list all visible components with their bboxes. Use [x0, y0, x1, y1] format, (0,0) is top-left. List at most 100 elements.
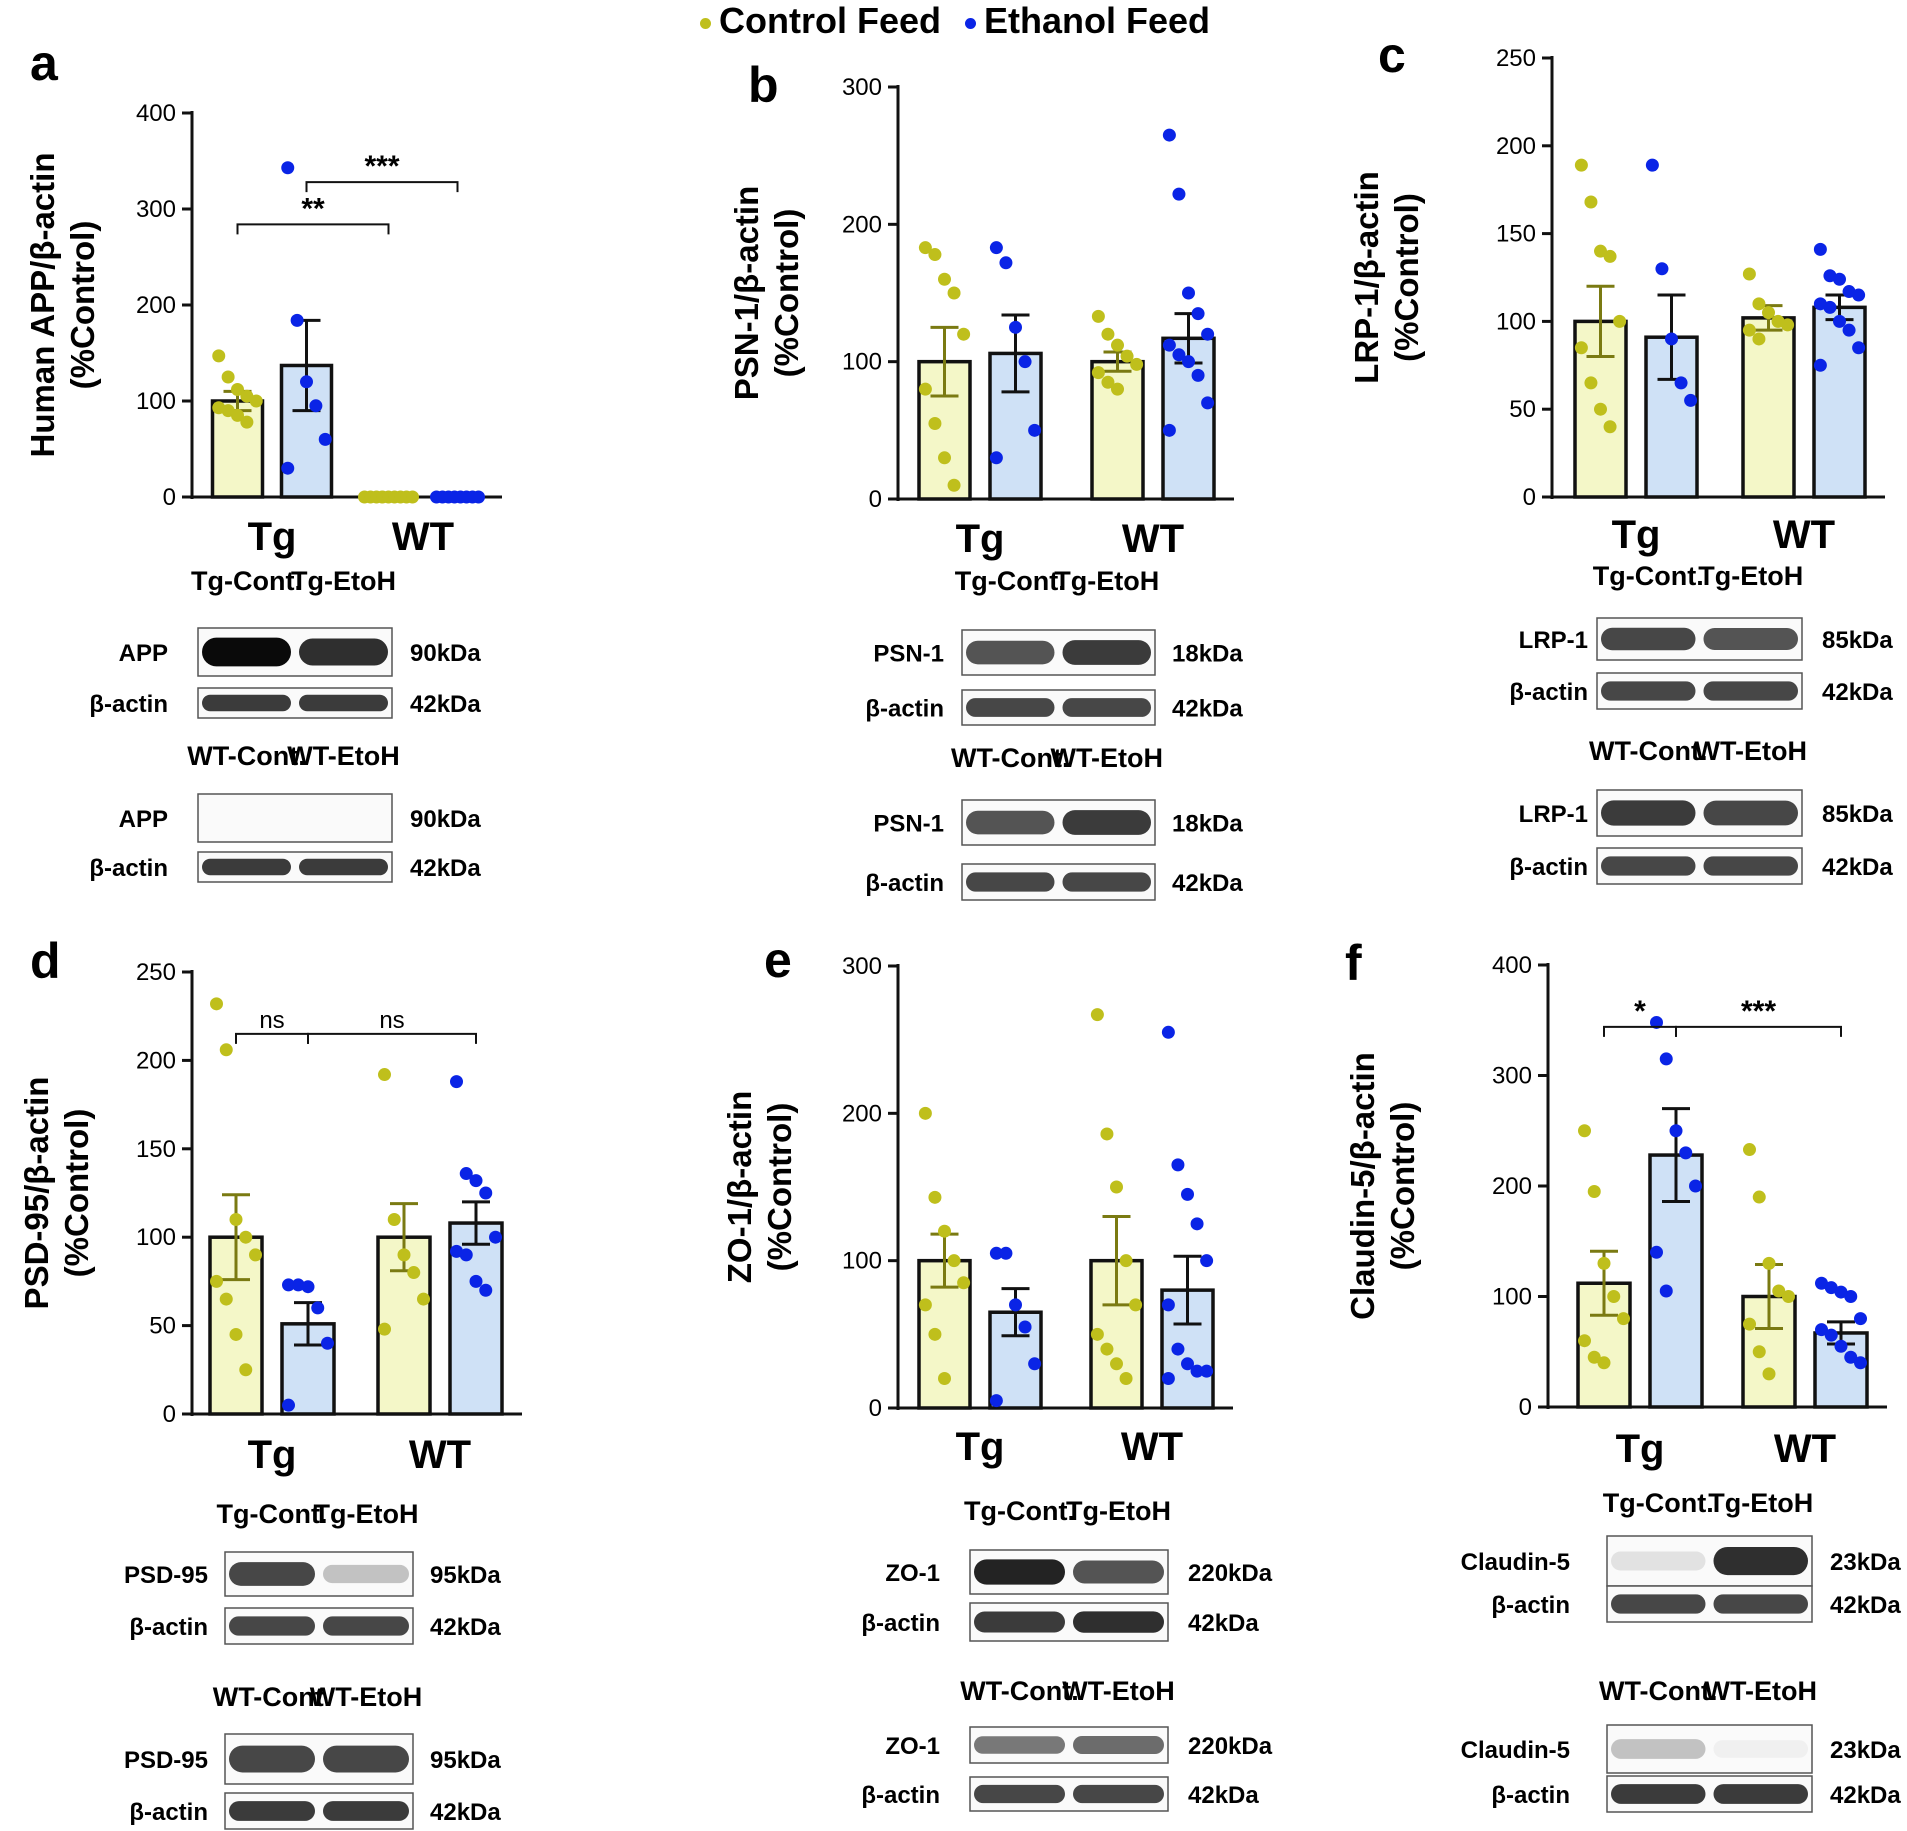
panel-e-blot-1-row-1-kda: 42kDa: [1188, 1782, 1259, 1809]
panel-b-point-WT-0-6: [1101, 375, 1115, 389]
panel-c-blot-1-row-1-band-0: [1601, 856, 1696, 876]
panel-d-point-Tg-0-6: [219, 1292, 233, 1306]
panel-b-point-WT-0-5: [1091, 366, 1105, 380]
panel-c-ylabel-line1: LRP-1/β-actin: [1348, 171, 1385, 384]
panel-c-point-Tg-1-4: [1684, 393, 1698, 407]
panel-a-blot-1-row-1-kda: 42kDa: [410, 855, 481, 882]
panel-f-point-Tg-0-1: [1587, 1185, 1601, 1199]
panel-b-point-WT-1-2: [1182, 286, 1195, 300]
panel-d-point-WT-0-4: [417, 1292, 430, 1306]
panel-d-point-Tg-1-5: [282, 1398, 295, 1412]
panel-a-blot-1-row-0-frame: [197, 793, 393, 843]
legend-label-ethanol: Ethanol Feed: [984, 0, 1211, 41]
panel-d-blot-1-row-0-band-0: [229, 1745, 315, 1773]
panel-f-blot-0-row-1-band-1: [1713, 1594, 1808, 1614]
panel-a-point-Tg-0-7: [231, 408, 244, 422]
panel-e-point-Tg-0-2: [938, 1224, 951, 1238]
panel-d-point-WT-1-4: [489, 1230, 502, 1244]
panel-b-point-WT-1-7: [1182, 355, 1195, 369]
panel-a-blot-0-row-0-band-0: [202, 637, 291, 667]
legend: Control Feed Ethanol Feed: [700, 0, 1224, 42]
legend-item-control: Control Feed: [700, 0, 951, 41]
panel-e-point-Tg-1-5: [989, 1394, 1003, 1408]
panel-d-point-Tg-1-4: [321, 1336, 334, 1350]
panel-c-ylabel-line2: (%Control): [1388, 193, 1425, 362]
panel-e-blot-1-row-1-band-0: [974, 1784, 1065, 1804]
panel-d-blot-1-row-0-kda: 95kDa: [430, 1747, 501, 1774]
panel-f-point-Tg-1-4: [1689, 1179, 1702, 1193]
panel-e-point-WT-0-5: [1090, 1327, 1104, 1341]
panel-b-point-Tg-0-3: [947, 286, 961, 300]
panel-b-blot-1-row-1-kda: 42kDa: [1172, 870, 1243, 897]
panel-d-point-Tg-0-5: [210, 1274, 223, 1288]
panel-b-point-WT-1-0: [1162, 128, 1176, 142]
panel-c-point-Tg-0-4: [1613, 314, 1627, 328]
panel-d-point-Tg-1-2: [301, 1280, 315, 1294]
panel-e-point-WT-0-6: [1100, 1342, 1114, 1356]
panel-a-ylabel-line1: Human APP/β-actin: [24, 153, 61, 458]
panel-d-point-WT-1-1: [459, 1167, 473, 1181]
panel-f-blot-0-row-1-band-0: [1611, 1594, 1706, 1614]
panel-f-blot-0-row-0-band-0: [1611, 1551, 1706, 1571]
panel-b-tick-label-1: 100: [842, 349, 882, 376]
panel-f-point-WT-1-1: [1824, 1281, 1838, 1295]
panel-c-blot-0-header-1: Tg-EtoH: [1698, 561, 1803, 591]
panel-c-point-Tg-0-6: [1584, 376, 1598, 390]
panel-a-bracket-0: **: [236, 192, 390, 235]
panel-b-category-WT: WT: [1122, 517, 1184, 561]
panel-a-point-Tg-1-1: [290, 313, 304, 327]
panel-c-bar-WT-ethanol: [1812, 305, 1867, 499]
panel-e-blot-0-header-1: Tg-EtoH: [1066, 1496, 1171, 1526]
panel-b-blot-0-row-0-band-1: [1062, 640, 1151, 665]
panel-b-blot-0-row-1-label: β-actin: [865, 696, 944, 723]
panel-b-blot-1-row-0-label: PSN-1: [873, 811, 944, 838]
panel-e-blot-1-row-1-label: β-actin: [861, 1782, 940, 1809]
panel-a-bracket-1-line: [305, 181, 459, 193]
panel-d-letter: d: [30, 933, 61, 989]
panel-d-point-Tg-0-4: [249, 1248, 262, 1262]
panel-e-blot-1-row-0-band-0: [974, 1736, 1065, 1754]
panel-b-point-WT-0-2: [1111, 338, 1124, 352]
panel-a-blot-0-row-0-kda: 90kDa: [410, 640, 481, 667]
panel-e-tick-label-2: 200: [842, 1100, 882, 1127]
panel-d-point-WT-1-5: [450, 1244, 463, 1258]
panel-e-blot-0-row-1-label: β-actin: [861, 1610, 940, 1637]
legend-dot-ethanol: [965, 17, 977, 29]
panel-e-point-WT-0-8: [1119, 1372, 1133, 1386]
panel-c-blot-1-row-1-kda: 42kDa: [1822, 854, 1893, 881]
panel-d-ylabel-line1: PSD-95/β-actin: [18, 1077, 55, 1310]
panel-f-point-Tg-0-7: [1597, 1356, 1611, 1370]
panel-d-blot-0-row-0-label: PSD-95: [124, 1562, 208, 1589]
panel-b-point-WT-0-1: [1101, 327, 1115, 341]
panel-f-blot-1-row-1-band-1: [1713, 1784, 1808, 1804]
panel-b-point-Tg-0-0: [918, 241, 932, 255]
panel-e-point-Tg-1-0: [989, 1246, 1003, 1260]
panel-c-letter: c: [1378, 27, 1406, 83]
panel-e-point-WT-1-10: [1161, 1372, 1175, 1386]
panel-b-point-WT-1-1: [1172, 187, 1186, 201]
panel-b-blot-1-header-0: WT-Cont.: [951, 743, 1069, 773]
panel-b-category-Tg: Tg: [956, 517, 1005, 561]
panel-b-blot-0-header-1: Tg-EtoH: [1054, 566, 1159, 596]
panel-c-point-Tg-0-3: [1603, 249, 1617, 263]
panel-a-blot-1-header-0: WT-Cont.: [187, 741, 305, 771]
panel-c-point-WT-1-8: [1842, 323, 1856, 337]
panel-e-point-Tg-0-3: [947, 1254, 961, 1268]
panel-f-blot-1-header-1: WT-EtoH: [1705, 1676, 1817, 1706]
panel-e-point-Tg-0-4: [957, 1276, 971, 1290]
panel-e-ylabel-line2: (%Control): [761, 1103, 798, 1272]
panel-e-category-Tg: Tg: [956, 1425, 1005, 1469]
panel-e-point-WT-0-7: [1110, 1357, 1123, 1371]
panel-e-point-WT-1-4: [1200, 1254, 1214, 1268]
panel-b-point-Tg-0-2: [938, 272, 951, 286]
panel-f-blot-0-row-0-band-1: [1713, 1546, 1808, 1576]
panel-e-point-Tg-0-7: [938, 1372, 951, 1386]
panel-d-point-Tg-0-8: [239, 1363, 253, 1377]
panel-d-point-Tg-1-0: [282, 1278, 295, 1292]
panel-f-blot-0-header-0: Tg-Cont.: [1603, 1488, 1714, 1518]
panel-c-blot-0-row-0-band-0: [1601, 627, 1696, 651]
panel-e-point-WT-0-0: [1090, 1008, 1104, 1022]
panel-b-point-Tg-0-4: [957, 327, 971, 341]
panel-f-point-WT-0-7: [1762, 1367, 1776, 1381]
panel-a-blot-0-header-1: Tg-EtoH: [291, 566, 396, 596]
